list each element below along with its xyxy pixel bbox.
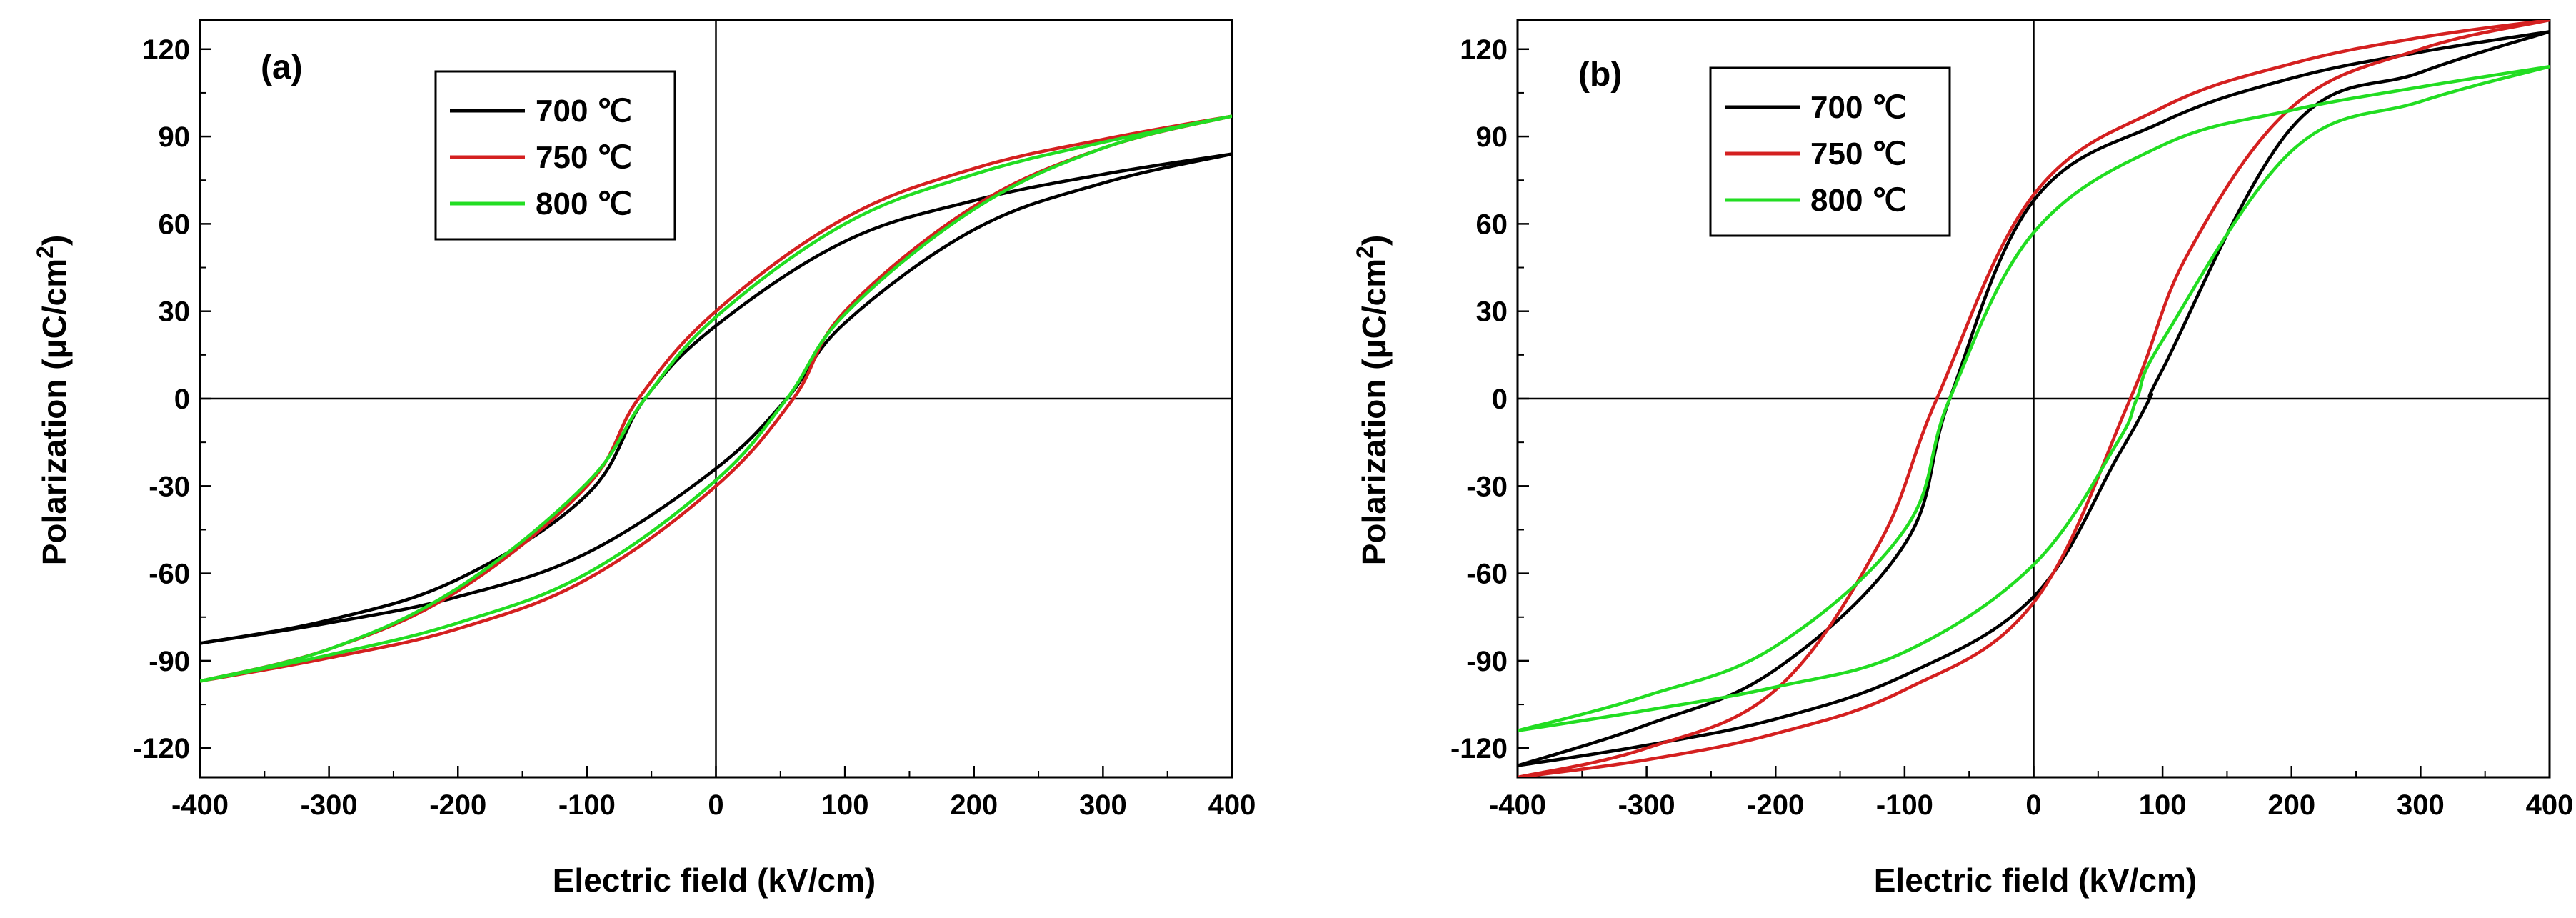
x-tick-label: 100 bbox=[821, 789, 869, 821]
x-tick-label: -300 bbox=[301, 789, 358, 821]
panel-a-y-axis-title: Polarization (μC/cm2) bbox=[32, 235, 73, 566]
x-tick-label: -400 bbox=[171, 789, 229, 821]
y-tick-label: 120 bbox=[1460, 34, 1508, 66]
x-tick-label: -200 bbox=[429, 789, 486, 821]
panel-a-series-3-lower-branch bbox=[200, 114, 1232, 683]
y-tick-label: 90 bbox=[159, 121, 191, 153]
x-tick-label: 0 bbox=[708, 789, 723, 821]
panel-b-series-2-lower-branch bbox=[1518, 20, 2550, 777]
x-tick-label: 300 bbox=[2397, 789, 2445, 821]
x-tick-label: 400 bbox=[1208, 789, 1256, 821]
y-tick-label: 30 bbox=[159, 296, 191, 328]
y-tick-label: 60 bbox=[159, 209, 191, 240]
panel-b-series-3-lower-branch bbox=[1518, 65, 2550, 732]
legend-label: 700 ℃ bbox=[1810, 90, 1907, 125]
panel-b-series-3-upper-branch bbox=[1518, 65, 2550, 732]
y-tick-label: 90 bbox=[1476, 121, 1508, 153]
x-tick-label: 400 bbox=[2526, 789, 2574, 821]
panel-a-x-axis-title: Electric field (kV/cm) bbox=[553, 862, 876, 899]
panel-b-x-axis-title: Electric field (kV/cm) bbox=[1874, 862, 2197, 899]
panel-a-series-1-upper-branch bbox=[200, 152, 1232, 645]
y-tick-label: -120 bbox=[1450, 733, 1508, 764]
panel-a-series-1-lower-branch bbox=[200, 152, 1232, 645]
x-tick-label: -400 bbox=[1489, 789, 1546, 821]
y-tick-label: -60 bbox=[149, 559, 190, 590]
legend-label: 700 ℃ bbox=[536, 94, 632, 129]
x-tick-label: 300 bbox=[1079, 789, 1127, 821]
panel-a-label: (a) bbox=[261, 49, 303, 86]
panel-a-legend: 700 ℃ 750 ℃ 800 ℃ bbox=[434, 70, 676, 241]
panel-b-chart: -400 -300 -200 -100 0 100 200 300 400-120-90-60-… bbox=[1352, 19, 2574, 899]
legend-label: 800 ℃ bbox=[536, 186, 632, 221]
y-tick-label: 120 bbox=[142, 34, 190, 66]
panel-b-y-axis-title: Polarization (μC/cm2) bbox=[1352, 235, 1393, 566]
y-tick-label: 60 bbox=[1476, 209, 1508, 240]
panel-a-series-3-upper-branch bbox=[200, 114, 1232, 683]
legend-label: 750 ℃ bbox=[536, 140, 632, 175]
y-tick-label: 0 bbox=[174, 384, 190, 415]
x-tick-label: 0 bbox=[2025, 789, 2041, 821]
panel-b-label: (b) bbox=[1578, 56, 1622, 94]
panel-b-series-1-lower-branch bbox=[1518, 30, 2550, 767]
y-tick-label: -60 bbox=[1466, 559, 1508, 590]
y-tick-label: -120 bbox=[133, 733, 190, 764]
y-tick-label: 0 bbox=[1492, 384, 1508, 415]
x-tick-label: 200 bbox=[2267, 789, 2315, 821]
y-tick-label: -30 bbox=[149, 471, 190, 502]
x-tick-label: -300 bbox=[1618, 789, 1675, 821]
y-tick-label: -90 bbox=[149, 646, 190, 677]
panel-b-series-2-upper-branch bbox=[1518, 20, 2550, 777]
x-tick-label: -200 bbox=[1747, 789, 1804, 821]
x-tick-label: 100 bbox=[2139, 789, 2187, 821]
y-tick-label: 30 bbox=[1476, 296, 1508, 328]
legend-label: 750 ℃ bbox=[1810, 136, 1907, 171]
y-tick-label: -90 bbox=[1466, 646, 1508, 677]
panel-a-chart: -400 -300 -200 -100 0 100 200 300 400-120-90-60-… bbox=[32, 19, 1256, 899]
y-tick-label: -30 bbox=[1466, 471, 1508, 502]
x-tick-label: -100 bbox=[558, 789, 616, 821]
x-tick-label: -100 bbox=[1876, 789, 1933, 821]
legend-label: 800 ℃ bbox=[1810, 183, 1907, 218]
x-tick-label: 200 bbox=[950, 789, 998, 821]
panel-b-legend: 700 ℃ 750 ℃ 800 ℃ bbox=[1709, 66, 1951, 237]
